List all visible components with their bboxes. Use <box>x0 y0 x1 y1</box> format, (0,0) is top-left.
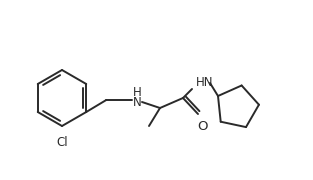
Text: N: N <box>133 96 141 109</box>
Text: O: O <box>198 120 208 133</box>
Text: HN: HN <box>196 76 213 89</box>
Text: H: H <box>133 87 141 100</box>
Text: Cl: Cl <box>56 136 68 149</box>
